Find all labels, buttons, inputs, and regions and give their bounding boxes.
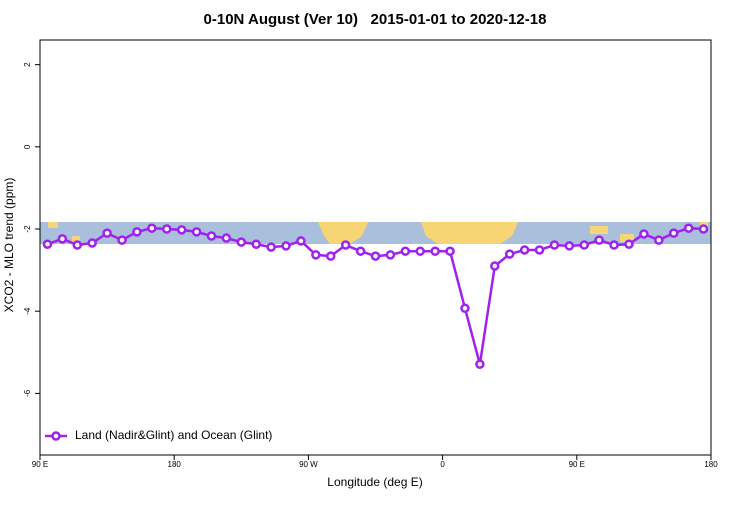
point bbox=[624, 239, 634, 249]
plot-frame bbox=[39, 39, 712, 456]
point bbox=[430, 246, 440, 256]
point bbox=[445, 246, 455, 256]
point bbox=[475, 359, 485, 369]
point bbox=[668, 228, 679, 238]
land bbox=[620, 234, 634, 242]
point bbox=[102, 228, 112, 238]
y-tick-label: 0 bbox=[23, 144, 32, 149]
y-tick-label: -6 bbox=[23, 389, 32, 397]
point bbox=[191, 227, 202, 237]
point bbox=[400, 246, 411, 256]
land bbox=[318, 222, 368, 244]
point bbox=[534, 245, 545, 255]
point bbox=[296, 236, 306, 246]
land bbox=[590, 226, 608, 234]
point bbox=[609, 240, 619, 250]
land bbox=[72, 236, 80, 242]
legend-label: Land (Nadir&Glint) and Ocean (Glint) bbox=[75, 428, 272, 442]
point bbox=[117, 235, 127, 245]
point bbox=[311, 250, 321, 260]
x-axis-label: Longitude (deg E) bbox=[327, 475, 422, 489]
legend-marker bbox=[51, 431, 61, 441]
x-tick-label: 0 bbox=[440, 460, 445, 469]
point bbox=[698, 224, 709, 234]
point bbox=[519, 245, 530, 255]
point bbox=[281, 241, 291, 251]
series-line bbox=[47, 226, 704, 365]
x-tick-label: 180 bbox=[704, 460, 718, 469]
point bbox=[147, 223, 157, 233]
y-tick-label: -2 bbox=[23, 225, 32, 233]
point bbox=[57, 234, 68, 244]
point bbox=[654, 235, 664, 245]
point bbox=[161, 224, 172, 234]
x-tick-label: 90 E bbox=[32, 460, 48, 469]
y-axis-label: XCO2 - MLO trend (ppm) bbox=[2, 178, 16, 313]
point bbox=[176, 225, 187, 235]
point bbox=[460, 303, 470, 314]
point bbox=[221, 233, 232, 243]
point bbox=[504, 249, 515, 259]
point bbox=[266, 242, 276, 252]
y-tick-label: -4 bbox=[23, 307, 32, 315]
point bbox=[72, 240, 83, 250]
x-tick-label: 180 bbox=[168, 460, 182, 469]
x-tick-label: 90 E bbox=[569, 460, 585, 469]
point bbox=[385, 250, 396, 260]
point bbox=[206, 231, 217, 241]
point bbox=[355, 246, 366, 256]
point bbox=[42, 239, 53, 249]
point bbox=[490, 261, 500, 271]
point bbox=[549, 240, 560, 250]
point bbox=[415, 246, 425, 256]
point bbox=[579, 240, 590, 250]
point bbox=[594, 235, 604, 245]
point bbox=[370, 251, 381, 261]
point bbox=[564, 241, 575, 251]
y-tick-label: 2 bbox=[23, 62, 32, 67]
point bbox=[251, 239, 261, 249]
point bbox=[639, 229, 649, 239]
land bbox=[48, 222, 58, 228]
point bbox=[87, 238, 97, 248]
point bbox=[132, 227, 142, 237]
land bbox=[421, 222, 518, 244]
chart-title: 0-10N August (Ver 10) 2015-01-01 to 2020… bbox=[204, 11, 547, 28]
point bbox=[326, 251, 336, 261]
point bbox=[683, 223, 694, 233]
x-tick-label: 90 W bbox=[299, 460, 318, 469]
point bbox=[236, 237, 247, 247]
point bbox=[340, 240, 351, 250]
